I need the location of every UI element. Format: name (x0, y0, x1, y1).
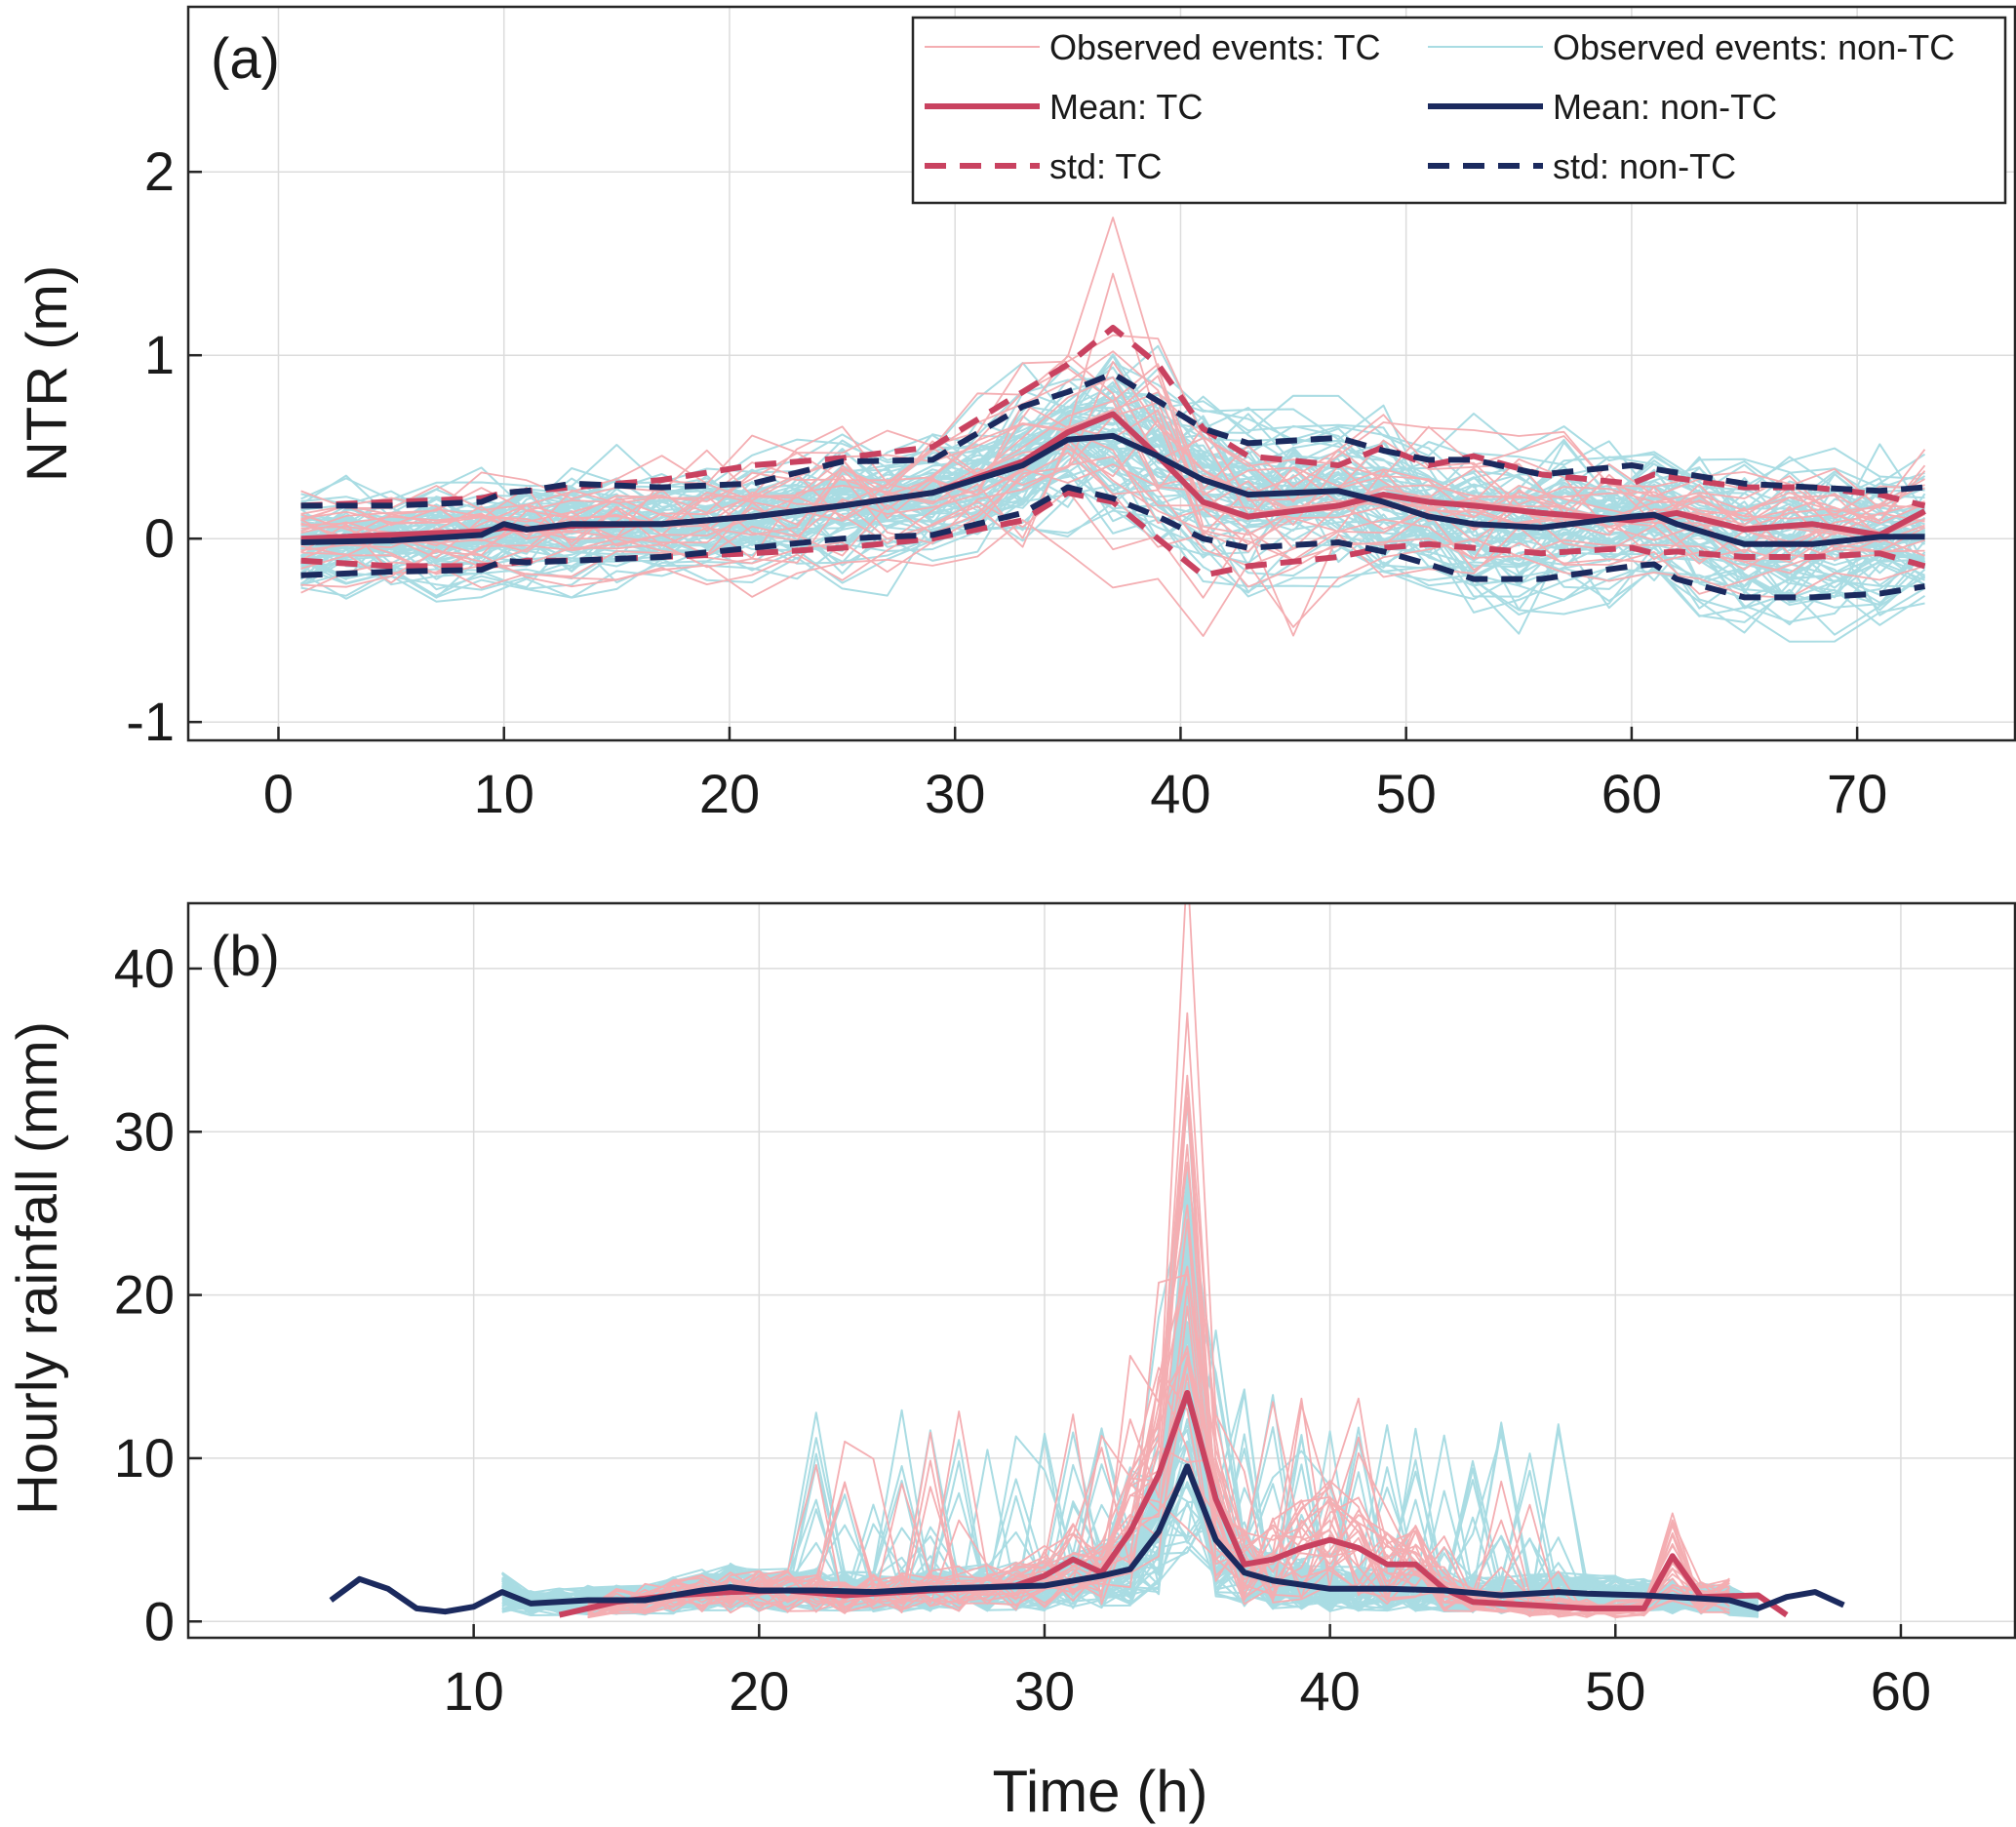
observed-event-ntc-a-56 (300, 423, 1925, 587)
tick-label-x-a-4: 40 (1150, 763, 1210, 824)
ticks-b: 10 20 30 40 50 60 0 10 20 30 40 (114, 937, 1931, 1722)
observed-event-ntc-a-59 (300, 431, 1925, 600)
observed-event-tc-b-19 (587, 1445, 1730, 1615)
legend-label-obs-ntc: Observed events: non-TC (1553, 27, 1955, 67)
observed-event-tc-a-10 (300, 489, 1925, 637)
plot-frame-b (186, 901, 2016, 1640)
grid-b (188, 903, 2015, 1638)
tick-label-x-b-2: 30 (1014, 1660, 1075, 1722)
panel-label-a: (a) (211, 27, 280, 91)
observed-event-ntc-a-66 (300, 353, 1926, 530)
observed-event-tc-a-11 (300, 519, 1925, 637)
series-line-a-std-ntc-upper (300, 371, 1925, 509)
tick-label-x-a-0: 0 (263, 763, 294, 824)
tick-label-y-a-2: 1 (144, 324, 175, 385)
observed-event-tc-a-1 (300, 456, 1925, 552)
plot-frame-a (186, 5, 2016, 742)
series-b (329, 1390, 1845, 1618)
legend: Observed events: TC Observed events: non… (911, 16, 2007, 205)
series-line-a-std-ntc-lower (300, 484, 1925, 601)
tick-label-x-a-1: 10 (474, 763, 534, 824)
observed-event-ntc-a-69 (300, 436, 1926, 609)
tick-label-y-b-1: 10 (114, 1427, 175, 1489)
observed-event-tc-b-14 (587, 1273, 1730, 1618)
observed-event-tc-a-20 (300, 391, 1926, 533)
chart-b: 10 20 30 40 50 60 0 10 20 30 40 (b) Hourly rainfal… (6, 901, 2016, 1824)
legend-label-std-ntc: std: non-TC (1553, 146, 1736, 186)
panel-label-b: (b) (211, 925, 280, 988)
observed-event-tc-a-3 (300, 334, 1926, 511)
tick-label-x-a-5: 50 (1376, 763, 1437, 824)
observed-event-tc-b-8 (587, 1161, 1730, 1617)
observed-event-tc-b-9 (587, 1074, 1730, 1619)
tick-label-y-a-3: 2 (144, 140, 175, 202)
tick-label-y-a-1: 0 (144, 507, 175, 569)
legend-label-mean-tc: Mean: TC (1049, 87, 1203, 127)
observed-event-tc-a-18 (300, 443, 1925, 575)
tick-label-y-b-0: 0 (144, 1590, 175, 1651)
observed-event-tc-b-21 (587, 1265, 1730, 1616)
ticks-a: 0 10 20 30 40 50 60 70 -1 0 1 2 (126, 140, 1887, 824)
observed-event-tc-a-21 (300, 217, 1925, 516)
tick-label-y-b-2: 20 (114, 1264, 175, 1326)
x-axis-label-b: Time (h) (992, 1759, 1207, 1824)
tick-label-x-b-1: 20 (729, 1660, 789, 1722)
tick-label-x-b-5: 60 (1871, 1660, 1931, 1722)
observed-event-tc-b-23 (587, 1467, 1730, 1616)
observed-event-tc-a-14 (300, 361, 1925, 550)
tick-label-x-b-4: 50 (1585, 1660, 1645, 1722)
observed-event-tc-a-12 (300, 428, 1925, 576)
series-line-a-mean-ntc (300, 432, 1925, 547)
plot-area-b (188, 903, 2015, 1638)
legend-label-obs-tc: Observed events: TC (1049, 27, 1381, 67)
tick-label-x-a-2: 20 (699, 763, 760, 824)
tick-label-x-b-3: 40 (1299, 1660, 1360, 1722)
chart-a: 0 10 20 30 40 50 60 70 -1 0 1 2 (a) NTR (m) Observe… (16, 5, 2016, 824)
series-line-b-mean-ntc (329, 1463, 1845, 1615)
observed-event-tc-a-2 (300, 438, 1925, 584)
legend-label-std-tc: std: TC (1049, 146, 1162, 186)
y-axis-label-b: Hourly rainfall (mm) (6, 1021, 69, 1515)
tick-label-x-a-6: 60 (1601, 763, 1662, 824)
tick-label-y-b-3: 30 (114, 1100, 175, 1162)
tick-label-x-a-7: 70 (1827, 763, 1887, 824)
series-a (300, 325, 1926, 601)
tick-label-x-b-0: 10 (444, 1660, 504, 1722)
y-axis-label-a: NTR (m) (16, 265, 79, 482)
legend-label-mean-ntc: Mean: non-TC (1553, 87, 1777, 127)
series-line-b-mean-tc (558, 1390, 1789, 1618)
tick-label-y-a-0: -1 (126, 691, 175, 752)
tick-label-x-a-3: 30 (925, 763, 985, 824)
legend-box (911, 16, 2007, 205)
tick-label-y-b-4: 40 (114, 937, 175, 999)
